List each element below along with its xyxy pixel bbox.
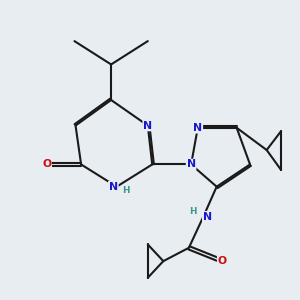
- Text: O: O: [218, 256, 227, 266]
- Text: N: N: [187, 159, 196, 170]
- Text: N: N: [203, 212, 212, 222]
- Text: H: H: [122, 186, 130, 195]
- Text: H: H: [190, 207, 197, 216]
- Text: O: O: [42, 159, 51, 170]
- Text: N: N: [193, 123, 202, 133]
- Text: N: N: [143, 121, 152, 130]
- Text: N: N: [109, 182, 118, 192]
